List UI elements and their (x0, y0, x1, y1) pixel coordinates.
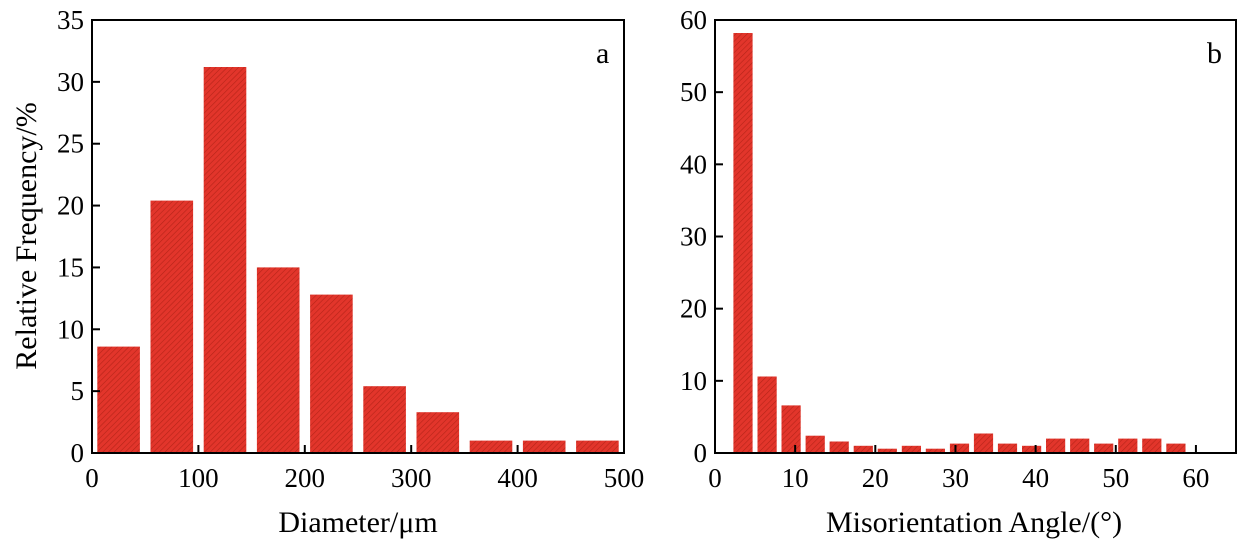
panel-b-x-tick-label: 60 (1182, 463, 1209, 493)
panel-a-bar (203, 67, 247, 453)
panel-b-bar (925, 448, 945, 453)
panel-a-y-axis-title: Relative Frequency/% (10, 102, 43, 369)
panel-a-x-tick-label: 500 (604, 463, 645, 493)
panel-a-x-tick-label: 100 (178, 463, 219, 493)
panel-a-y-tick-label: 10 (57, 314, 84, 344)
panel-a-y-tick-label: 5 (71, 376, 85, 406)
panel-a-bar (150, 200, 194, 453)
panel-b-histogram: 0 10 20 30 40 50 60 0 10 20 30 40 50 60 b Misorientat… (680, 5, 1237, 539)
panel-b-bar (805, 435, 825, 453)
panel-a-x-tick-label: 400 (497, 463, 538, 493)
panel-a-x-tick-label: 0 (85, 463, 99, 493)
panel-b-bar (1022, 445, 1042, 453)
panel-b-y-tick-label: 20 (680, 294, 707, 324)
panel-a-x-tick-label: 200 (285, 463, 326, 493)
panel-b-x-tick-label: 20 (862, 463, 889, 493)
panel-b-bar (997, 443, 1018, 453)
panel-b-bar (1118, 438, 1138, 453)
panel-b-x-tick-label: 0 (708, 463, 722, 493)
panel-a-y-tick-label: 20 (57, 191, 84, 221)
panel-b-bar (1142, 438, 1162, 453)
panel-a-histogram: 0 100 200 300 400 500 0 5 10 15 20 25 30 35 a Diamete… (10, 5, 644, 539)
panel-a-label: a (596, 37, 609, 70)
panel-b-y-tick-label: 30 (680, 222, 707, 252)
panel-b-y-tick-label: 50 (680, 77, 707, 107)
panel-b-label: b (1207, 37, 1222, 70)
panel-b-bar (853, 445, 873, 453)
panel-a-y-tick-label: 35 (57, 5, 84, 35)
panel-b-x-tick-label: 30 (942, 463, 969, 493)
panel-b-bar (829, 441, 849, 453)
panel-b-y-tick-label: 10 (680, 366, 707, 396)
panel-a-bars (97, 67, 619, 453)
panel-a-x-axis-title: Diameter/μm (278, 506, 437, 539)
panel-b-bar (949, 443, 970, 453)
panel-b-y-tick-label: 0 (694, 438, 708, 468)
panel-a-y-tick-label: 25 (57, 129, 84, 159)
panel-a-bar (363, 386, 406, 453)
panel-b-bar (973, 433, 994, 453)
panel-a-bar (576, 440, 619, 453)
panel-a-bar (310, 294, 353, 453)
panel-b-bar (781, 405, 801, 453)
panel-a-bar (97, 346, 140, 453)
panel-b-bar (1166, 443, 1186, 453)
panel-b-y-tick-label: 40 (680, 149, 707, 179)
panel-a-bar (469, 440, 513, 453)
panel-b-bar (757, 376, 777, 453)
panel-b-bar (1094, 443, 1114, 453)
panel-a-bar (416, 412, 460, 453)
panel-b-bar (1046, 438, 1066, 453)
panel-a-bar (256, 267, 300, 453)
panel-b-x-tick-label: 50 (1102, 463, 1129, 493)
panel-b-x-tick-label: 40 (1022, 463, 1049, 493)
panel-b-axes-frame (714, 19, 1237, 454)
panel-b-y-tick-label: 60 (680, 5, 707, 35)
panel-b-x-tick-label: 10 (782, 463, 809, 493)
panel-a-y-tick-label: 30 (57, 67, 84, 97)
panel-b-x-axis-title: Misorientation Angle/(°) (826, 506, 1122, 539)
panel-a-y-tick-label: 15 (57, 252, 84, 282)
panel-b-bar (1070, 438, 1090, 453)
panel-b-ticks: 0 10 20 30 40 50 60 0 10 20 30 40 50 60 (680, 5, 1209, 493)
panel-b-bars (733, 33, 1186, 453)
panel-b-bar (733, 33, 753, 453)
panel-a-x-tick-label: 300 (391, 463, 432, 493)
panel-b-bar (901, 445, 921, 453)
panel-b-bar (877, 448, 897, 453)
panel-a-axes-frame (91, 19, 625, 454)
panel-a-y-tick-label: 0 (71, 438, 85, 468)
panel-a-bar (522, 440, 566, 453)
